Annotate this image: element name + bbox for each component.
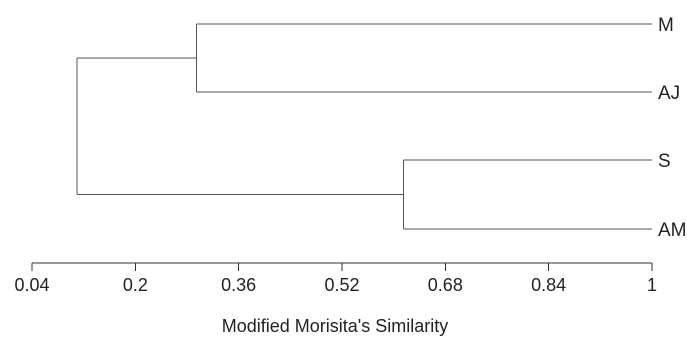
leaf-label-aj: AJ bbox=[658, 83, 680, 104]
x-tick-label-0.68: 0.68 bbox=[428, 275, 463, 295]
x-tick-label-0.36: 0.36 bbox=[221, 275, 256, 295]
leaf-label-s: S bbox=[658, 151, 671, 172]
x-tick-label-1: 1 bbox=[647, 275, 657, 295]
leaf-label-m: M bbox=[658, 15, 674, 36]
x-axis-title: Modified Morisita's Similarity bbox=[222, 316, 449, 336]
x-axis: 0.04 0.2 0.36 0.52 0.68 0.84 1 bbox=[14, 262, 657, 295]
x-tick-label-0.2: 0.2 bbox=[123, 275, 148, 295]
x-axis-ticks: 0.04 0.2 0.36 0.52 0.68 0.84 1 bbox=[14, 263, 657, 295]
x-tick-label-0.84: 0.84 bbox=[531, 275, 566, 295]
dendrogram-branches bbox=[76, 23, 652, 230]
x-tick-label-0.04: 0.04 bbox=[14, 275, 49, 295]
leaf-label-am: AM bbox=[658, 220, 687, 241]
x-tick-label-0.52: 0.52 bbox=[324, 275, 359, 295]
leaf-labels: M AJ S AM bbox=[658, 15, 687, 241]
